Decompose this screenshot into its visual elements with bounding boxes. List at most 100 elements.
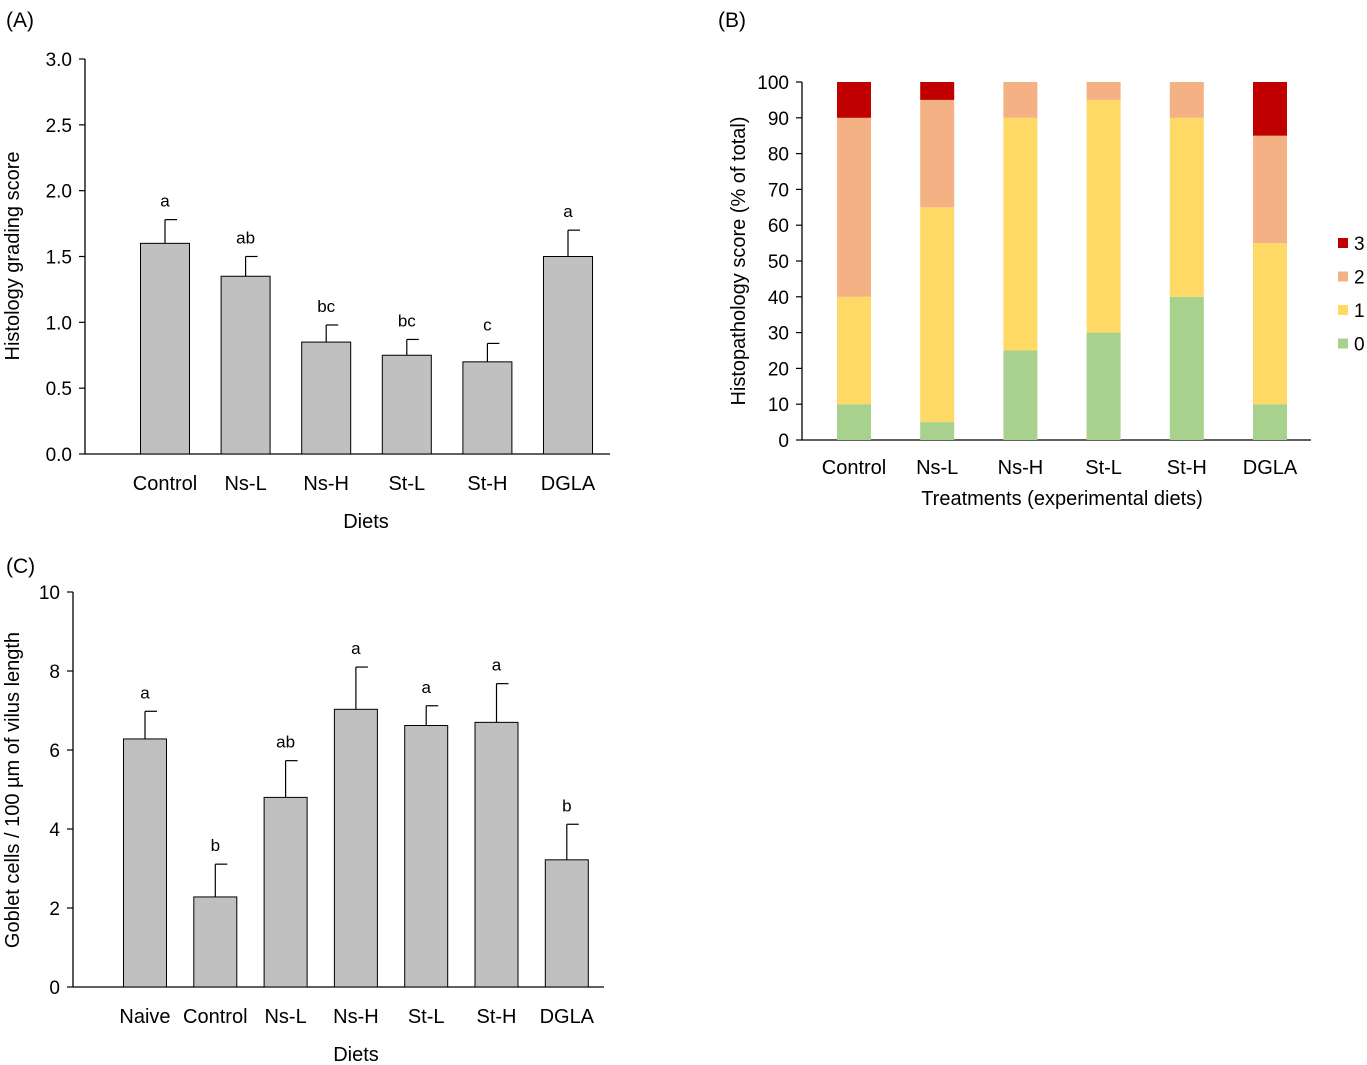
panel-a-significance-letter: a: [563, 202, 573, 221]
panel-a-x-tick-label: St-H: [467, 473, 507, 495]
panel-b-y-tick-label: 30: [768, 324, 789, 345]
panel-b-bar-segment: [1003, 350, 1038, 440]
panel-a-significance-letter: bc: [317, 297, 335, 316]
panel-b-y-tick-label: 40: [768, 288, 789, 309]
panel-a-y-axis-label: Histology grading score: [2, 152, 24, 361]
panel-a-bar: [462, 361, 513, 455]
panel-b-legend-swatch: [1338, 238, 1348, 248]
panel-a-significance-letter: a: [160, 192, 170, 211]
panel-c-bar: [333, 708, 378, 988]
panel-b-stacked-bars: [837, 82, 1287, 440]
panel-b-label: (B): [718, 9, 746, 32]
panel-b-bar-segment: [1253, 404, 1287, 440]
panel-a-y-tick-label: 1.5: [46, 248, 72, 269]
panel-a-x-tick-label: Ns-H: [303, 473, 349, 495]
panel-a-bar: [301, 341, 352, 455]
panel-b-bar-segment: [920, 82, 955, 100]
panel-c-label: (C): [6, 555, 35, 578]
panel-b-bar-segment: [837, 404, 871, 440]
panel-c-x-tick-label: Naive: [119, 1006, 170, 1028]
panel-c-y-tick-label: 8: [49, 662, 60, 683]
panel-c-x-tick-label: DGLA: [540, 1006, 595, 1028]
panel-a-x-tick-labels: Control Ns-L Ns-H St-L St-H DGLA: [133, 473, 596, 495]
panel-a-label: (A): [6, 9, 34, 32]
panel-c-x-tick-label: Control: [183, 1006, 247, 1028]
panel-b-x-tick-label: Control: [822, 457, 886, 479]
panel-c-significance-letter: ab: [276, 733, 295, 752]
panel-b-bar-segment: [920, 99, 955, 208]
panel-b-x-tick-label: DGLA: [1243, 457, 1298, 479]
panel-b-y-tick-label: 80: [768, 145, 789, 166]
panel-b-axes: [801, 82, 1311, 441]
panel-c-x-tick-label: St-H: [477, 1006, 517, 1028]
panel-b-y-tick-label: 10: [768, 395, 789, 416]
panel-a-y-tick-label: 0.0: [46, 445, 72, 466]
panel-a-x-tick-label: Control: [133, 473, 197, 495]
panel-a-y-ticks: 0.0 0.5 1.0 1.5 2.0 2.5 3.0: [46, 50, 85, 466]
panel-c-significance-letter: b: [211, 836, 220, 855]
panel-a-y-tick-label: 2.5: [46, 116, 72, 137]
panel-b-x-tick-label: St-H: [1167, 457, 1207, 479]
panel-a-y-tick-label: 2.0: [46, 182, 72, 203]
panel-c-y-axis-label: Goblet cells / 100 µm of vilus length: [2, 632, 24, 948]
panel-c-y-tick-label: 2: [49, 899, 60, 920]
panel-b-bar-segment: [1003, 82, 1038, 118]
panel-b-legend: 3 2 1 0: [1338, 234, 1365, 356]
panel-b-legend-swatch: [1338, 271, 1348, 282]
panel-a-bars: [140, 242, 593, 455]
panel-a-x-tick-label: DGLA: [541, 473, 596, 495]
panel-b-bar-segment: [1253, 135, 1287, 244]
panel-b-x-tick-label: Ns-L: [916, 457, 958, 479]
panel-c-x-tick-labels: Naive Control Ns-L Ns-H St-L St-H DGLA: [119, 1006, 594, 1028]
panel-a-bar: [220, 275, 271, 455]
panel-c-y-tick-label: 6: [49, 741, 60, 762]
panel-b-bar-segment: [1086, 332, 1121, 440]
panel-b-bar-segment: [920, 207, 955, 423]
panel-b-bar-segment: [1169, 296, 1204, 440]
panel-c-significance-letter: a: [492, 656, 502, 675]
panel-c-x-tick-label: St-L: [408, 1006, 445, 1028]
panel-b-bar-segment: [837, 296, 871, 405]
panel-b-y-tick-label: 90: [768, 109, 789, 130]
panel-c-significance-letter: b: [562, 796, 571, 815]
panel-b-x-tick-label: Ns-H: [998, 457, 1044, 479]
panel-c-significance-letter: a: [140, 683, 150, 702]
panel-c-bar: [474, 721, 519, 988]
panel-c-x-tick-label: Ns-H: [333, 1006, 379, 1028]
panel-b-bar-segment: [837, 117, 871, 297]
panel-c-x-tick-label: Ns-L: [264, 1006, 306, 1028]
panel-a-x-tick-label: Ns-L: [224, 473, 266, 495]
panel-b-bar-segment: [920, 422, 955, 440]
panel-c-y-tick-label: 0: [49, 978, 60, 999]
panel-a-x-tick-label: St-L: [388, 473, 425, 495]
panel-c-bars: [123, 708, 589, 988]
panel-b-legend-label: 1: [1354, 301, 1365, 322]
panel-b-bar-segment: [1003, 117, 1038, 351]
panel-a-y-tick-label: 0.5: [46, 379, 72, 400]
panel-c-y-tick-label: 10: [39, 583, 60, 604]
panel-b-bar-segment: [1086, 82, 1121, 100]
panel-c-error-bars: [144, 666, 579, 897]
panel-b-bar-segment: [1253, 243, 1287, 405]
panel-a-error-bars: [164, 219, 580, 362]
panel-a-y-tick-label: 3.0: [46, 50, 72, 71]
panel-a-significance-letter: c: [483, 315, 492, 334]
panel-c-significance-letter: a: [351, 639, 361, 658]
panel-a-significance-letters: a ab bc bc c a: [160, 192, 573, 335]
panel-b-y-tick-label: 60: [768, 216, 789, 237]
panel-c-bar: [544, 859, 589, 988]
panel-b-bar-segment: [1086, 99, 1121, 333]
panel-b-y-tick-label: 50: [768, 252, 789, 273]
panel-b-y-tick-label: 70: [768, 180, 789, 201]
panel-b-legend-label: 2: [1354, 268, 1365, 289]
panel-b-bar-segment: [837, 82, 871, 118]
panel-b-y-ticks: 0 10 20 30 40 50 60 70 80 90 100: [757, 73, 802, 452]
panel-a-bar: [381, 354, 432, 455]
panel-b-y-tick-label: 0: [778, 431, 789, 452]
panel-a-significance-letter: ab: [236, 229, 255, 248]
panel-b-x-axis-label: Treatments (experimental diets): [921, 488, 1203, 510]
panel-b-bar-segment: [1169, 82, 1204, 118]
